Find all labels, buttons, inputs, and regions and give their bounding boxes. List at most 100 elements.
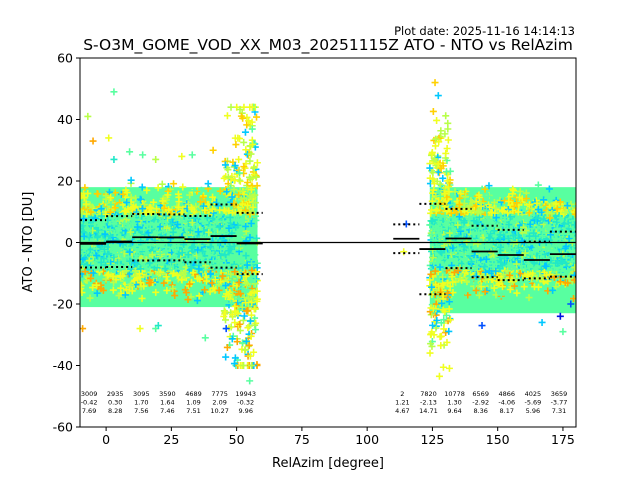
- data-point: [110, 254, 118, 262]
- data-point: [80, 192, 85, 200]
- data-point: [238, 216, 246, 224]
- data-point: [121, 219, 129, 227]
- data-point: [89, 284, 97, 292]
- data-point: [130, 203, 138, 211]
- bin-count: 6569: [472, 390, 489, 398]
- data-point: [122, 259, 130, 267]
- data-point: [147, 268, 155, 276]
- x-tick-label: 50: [229, 432, 245, 447]
- data-point: [170, 180, 178, 188]
- data-point: [133, 208, 141, 216]
- data-point: [228, 335, 236, 343]
- data-point: [235, 295, 243, 303]
- scatter-layer: [80, 79, 576, 385]
- bin-std: 9.64: [447, 407, 461, 415]
- data-point: [223, 188, 231, 196]
- data-point: [436, 333, 444, 341]
- outlier-point: [84, 112, 92, 120]
- data-point: [209, 193, 217, 201]
- data-point: [137, 279, 145, 287]
- data-point: [107, 194, 115, 202]
- data-point: [157, 240, 165, 248]
- outlier-point: [152, 155, 160, 163]
- bin-mean: 0.30: [108, 399, 122, 407]
- data-point: [253, 113, 261, 121]
- data-point: [213, 292, 221, 300]
- data-point: [140, 282, 148, 290]
- data-point: [124, 253, 132, 261]
- data-point: [227, 103, 235, 111]
- data-point: [122, 208, 130, 216]
- data-point: [248, 259, 256, 267]
- data-point: [216, 187, 224, 195]
- data-point: [111, 204, 119, 212]
- data-point: [156, 249, 164, 257]
- data-point: [443, 145, 451, 153]
- data-point: [146, 205, 154, 213]
- y-tick-label: -40: [53, 358, 73, 373]
- data-point: [209, 205, 217, 213]
- data-point: [174, 242, 182, 250]
- data-point: [235, 191, 243, 199]
- data-point: [252, 275, 260, 283]
- data-point: [122, 216, 130, 224]
- bin-std: 10.27: [210, 407, 229, 415]
- data-point: [253, 234, 261, 242]
- outlier-point: [188, 151, 196, 159]
- data-point: [130, 215, 138, 223]
- data-point: [93, 289, 101, 297]
- data-point: [250, 305, 258, 313]
- data-point: [197, 186, 205, 194]
- data-point: [152, 221, 160, 229]
- bin-stats-layer: 3009-0.427.6929350.308.2830951.707.56359…: [81, 390, 568, 415]
- data-point: [228, 193, 236, 201]
- data-point: [426, 349, 434, 357]
- data-point: [238, 284, 246, 292]
- data-point: [203, 277, 211, 285]
- data-point: [104, 271, 112, 279]
- bin-std: 7.46: [160, 407, 174, 415]
- outlier-point: [110, 88, 118, 96]
- data-point: [93, 245, 101, 253]
- outlier-point: [201, 334, 209, 342]
- data-point: [106, 208, 114, 216]
- data-point: [252, 268, 260, 276]
- data-point: [178, 222, 186, 230]
- data-point: [226, 242, 234, 250]
- data-point: [109, 266, 117, 274]
- data-point: [115, 203, 123, 211]
- data-point: [251, 276, 259, 284]
- data-point: [81, 268, 89, 276]
- data-point: [240, 163, 248, 171]
- data-point: [186, 280, 194, 288]
- data-point: [208, 279, 216, 287]
- data-point: [242, 206, 250, 214]
- data-point: [209, 257, 217, 265]
- data-point: [160, 204, 168, 212]
- data-point: [144, 229, 152, 237]
- data-point: [152, 288, 160, 296]
- data-point: [83, 210, 91, 218]
- data-point: [131, 259, 139, 267]
- data-point: [162, 273, 170, 281]
- data-point: [127, 281, 135, 289]
- data-point: [209, 209, 217, 217]
- data-point: [226, 213, 234, 221]
- data-point: [110, 229, 118, 237]
- data-point: [235, 278, 243, 286]
- data-point: [220, 206, 228, 214]
- data-point: [437, 342, 445, 350]
- data-point: [240, 312, 248, 320]
- data-point: [143, 186, 151, 194]
- y-tick-label: 0: [65, 235, 73, 250]
- data-point: [87, 274, 95, 282]
- data-point: [152, 194, 160, 202]
- data-point: [223, 343, 231, 351]
- x-tick-label: 25: [163, 432, 179, 447]
- data-point: [110, 244, 118, 252]
- data-point: [169, 218, 177, 226]
- data-point: [184, 296, 192, 304]
- data-point: [192, 202, 200, 210]
- data-point: [196, 275, 204, 283]
